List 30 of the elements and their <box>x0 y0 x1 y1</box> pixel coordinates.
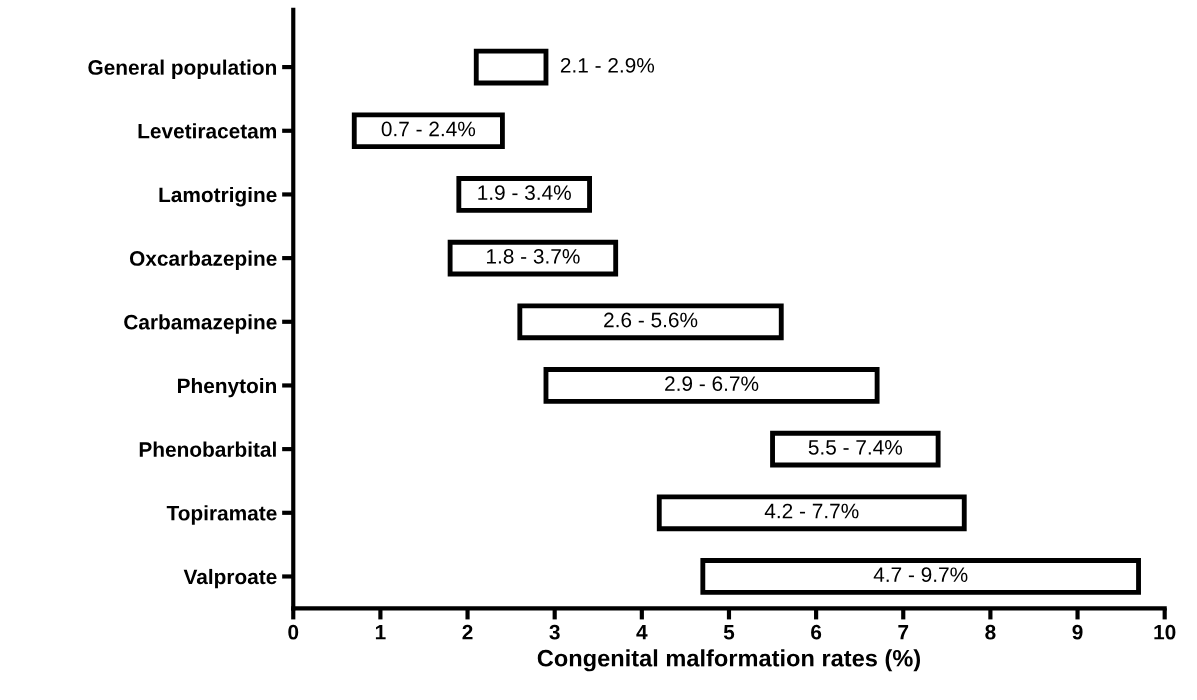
x-tick-label: 6 <box>811 624 822 640</box>
x-tick-label: 7 <box>898 625 909 640</box>
x-axis-title: Congenital malformation rates (%) <box>537 649 920 672</box>
annotation: 0.7 - 2.4% <box>381 121 476 137</box>
y-tick-label: Topiramate <box>166 505 277 525</box>
y-tick-label: Oxcarbazepine <box>129 250 277 270</box>
x-tick-label: 2 <box>462 624 473 640</box>
x-tick-label: 9 <box>1072 624 1083 640</box>
annotation: 1.8 - 3.7% <box>487 248 580 264</box>
annotation: 2.9 - 6.7% <box>665 376 759 392</box>
annotation: 4.2 - 7.7% <box>764 503 859 519</box>
annotation: 1.9 - 3.4% <box>478 185 571 201</box>
y-tick-label: Lamotrigine <box>159 186 277 207</box>
x-tick-label: 10 <box>1154 624 1176 640</box>
y-tick-label: Valproate <box>183 568 277 589</box>
annotation: 4.7 - 9.7% <box>873 567 968 583</box>
x-tick-label: 5 <box>723 625 735 640</box>
x-tick-label: 4 <box>636 625 648 640</box>
annotation: 2.1 - 2.9% <box>560 57 655 73</box>
x-tick-label: 3 <box>549 624 560 640</box>
y-tick-label: Carbamazepine <box>124 314 277 334</box>
x-tick-label: 0 <box>288 624 299 640</box>
annotation: 2.6 - 5.6% <box>604 312 698 328</box>
y-tick-label: Phenytoin <box>178 377 277 398</box>
y-tick-label: Phenobarbital <box>139 441 276 457</box>
y-tick-label: General population <box>88 59 277 79</box>
annotation: 5.5 - 7.4% <box>808 440 903 455</box>
y-tick-label: Levetiracetam <box>138 123 277 139</box>
x-tick-label: 8 <box>985 624 996 640</box>
x-tick-label: 1 <box>375 625 386 640</box>
